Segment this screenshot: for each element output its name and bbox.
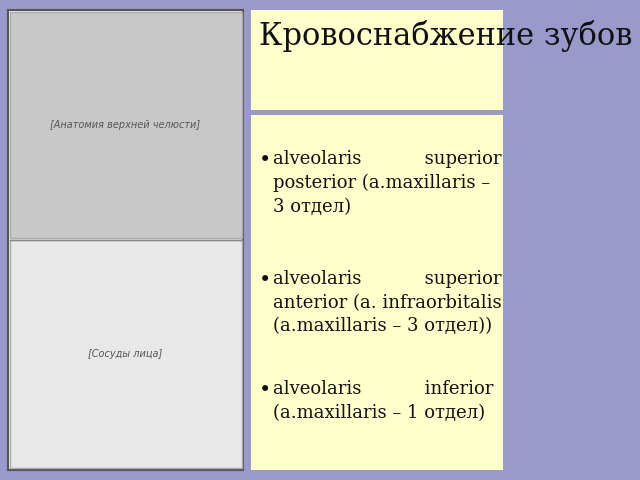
Text: alveolaris           superior
posterior (a.maxillaris –
3 отдел): alveolaris superior posterior (a.maxilla… — [273, 150, 501, 216]
FancyBboxPatch shape — [10, 240, 242, 468]
Text: •: • — [259, 380, 271, 400]
Text: alveolaris           inferior
(a.maxillaris – 1 отдел): alveolaris inferior (a.maxillaris – 1 от… — [273, 380, 493, 421]
FancyBboxPatch shape — [10, 12, 242, 238]
Text: •: • — [259, 270, 271, 290]
FancyBboxPatch shape — [252, 115, 503, 470]
Text: [Анатомия верхней челюсти]: [Анатомия верхней челюсти] — [50, 120, 200, 130]
Text: [Сосуды лица]: [Сосуды лица] — [88, 349, 163, 359]
Text: •: • — [259, 150, 271, 170]
FancyBboxPatch shape — [8, 10, 243, 470]
FancyBboxPatch shape — [252, 10, 503, 110]
Text: alveolaris           superior
anterior (a. infraorbitalis
(a.maxillaris – 3 отде: alveolaris superior anterior (a. infraor… — [273, 270, 502, 335]
Text: Кровоснабжение зубов: Кровоснабжение зубов — [259, 20, 633, 52]
